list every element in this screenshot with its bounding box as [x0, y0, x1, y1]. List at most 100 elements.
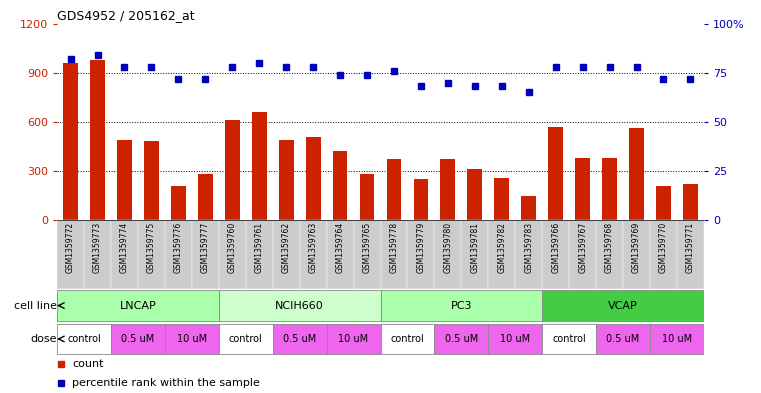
Text: GSM1359769: GSM1359769	[632, 222, 641, 274]
Text: percentile rank within the sample: percentile rank within the sample	[72, 378, 260, 388]
Bar	[57, 290, 219, 321]
Bar	[165, 323, 219, 354]
Bar	[602, 158, 617, 220]
Text: GSM1359777: GSM1359777	[201, 222, 210, 274]
Text: 0.5 uM: 0.5 uM	[607, 334, 640, 344]
Bar	[117, 140, 132, 220]
Text: GSM1359770: GSM1359770	[659, 222, 668, 274]
Text: GSM1359771: GSM1359771	[686, 222, 695, 273]
Text: GSM1359766: GSM1359766	[551, 222, 560, 274]
Bar	[656, 186, 671, 220]
Text: GSM1359760: GSM1359760	[228, 222, 237, 274]
Bar	[306, 136, 320, 220]
Text: 10 uM: 10 uM	[339, 334, 368, 344]
Text: GSM1359764: GSM1359764	[336, 222, 345, 274]
Bar	[111, 323, 165, 354]
Bar	[380, 220, 407, 289]
Bar	[272, 323, 326, 354]
Text: GSM1359776: GSM1359776	[174, 222, 183, 274]
Text: GSM1359763: GSM1359763	[309, 222, 317, 274]
Bar	[441, 160, 455, 220]
Bar	[521, 195, 537, 220]
Bar	[495, 178, 509, 220]
Bar	[569, 220, 596, 289]
Text: PC3: PC3	[451, 301, 472, 310]
Bar	[489, 220, 515, 289]
Bar	[407, 220, 435, 289]
Bar	[515, 220, 543, 289]
Text: 10 uM: 10 uM	[500, 334, 530, 344]
Text: GSM1359783: GSM1359783	[524, 222, 533, 273]
Text: 0.5 uM: 0.5 uM	[121, 334, 154, 344]
Text: GSM1359765: GSM1359765	[362, 222, 371, 274]
Text: 0.5 uM: 0.5 uM	[444, 334, 478, 344]
Bar	[380, 323, 435, 354]
Text: GSM1359775: GSM1359775	[147, 222, 156, 274]
Bar	[144, 141, 159, 220]
Bar	[650, 323, 704, 354]
Bar	[413, 179, 428, 220]
Bar	[84, 220, 111, 289]
Bar	[90, 60, 105, 220]
Bar	[171, 186, 186, 220]
Text: GDS4952 / 205162_at: GDS4952 / 205162_at	[57, 9, 195, 22]
Text: count: count	[72, 359, 103, 369]
Text: control: control	[229, 334, 263, 344]
Text: control: control	[67, 334, 101, 344]
Text: GSM1359782: GSM1359782	[497, 222, 506, 273]
Text: control: control	[390, 334, 425, 344]
Text: GSM1359779: GSM1359779	[416, 222, 425, 274]
Bar	[360, 174, 374, 220]
Bar	[219, 290, 380, 321]
Text: VCAP: VCAP	[608, 301, 638, 310]
Bar	[246, 220, 272, 289]
Bar	[575, 158, 590, 220]
Bar	[543, 323, 596, 354]
Bar	[279, 140, 294, 220]
Text: NCIH660: NCIH660	[275, 301, 324, 310]
Bar	[435, 323, 489, 354]
Bar	[380, 290, 542, 321]
Text: 10 uM: 10 uM	[177, 334, 207, 344]
Text: GSM1359780: GSM1359780	[444, 222, 452, 273]
Bar	[333, 151, 348, 220]
Text: dose: dose	[30, 334, 57, 344]
Bar	[57, 323, 111, 354]
Text: GSM1359774: GSM1359774	[120, 222, 129, 274]
Bar	[111, 220, 138, 289]
Text: GSM1359781: GSM1359781	[470, 222, 479, 273]
Text: 10 uM: 10 uM	[662, 334, 692, 344]
Bar	[596, 220, 623, 289]
Bar	[596, 323, 650, 354]
Text: GSM1359772: GSM1359772	[66, 222, 75, 273]
Bar	[165, 220, 192, 289]
Bar	[326, 323, 380, 354]
Text: GSM1359762: GSM1359762	[282, 222, 291, 273]
Bar	[326, 220, 354, 289]
Bar	[224, 120, 240, 220]
Bar	[650, 220, 677, 289]
Bar	[63, 63, 78, 220]
Text: control: control	[552, 334, 586, 344]
Bar	[198, 174, 213, 220]
Text: GSM1359768: GSM1359768	[605, 222, 614, 273]
Bar	[489, 323, 542, 354]
Bar	[623, 220, 650, 289]
Bar	[272, 220, 300, 289]
Bar	[252, 112, 266, 220]
Bar	[629, 129, 644, 220]
Text: GSM1359773: GSM1359773	[93, 222, 102, 274]
Bar	[219, 323, 272, 354]
Bar	[354, 220, 380, 289]
Text: GSM1359778: GSM1359778	[390, 222, 399, 273]
Bar	[57, 220, 84, 289]
Bar	[461, 220, 489, 289]
Bar	[467, 169, 482, 220]
Bar	[300, 220, 326, 289]
Text: 0.5 uM: 0.5 uM	[283, 334, 317, 344]
Text: GSM1359767: GSM1359767	[578, 222, 587, 274]
Text: cell line: cell line	[14, 301, 57, 310]
Bar	[543, 220, 569, 289]
Bar	[683, 184, 698, 220]
Bar	[543, 290, 704, 321]
